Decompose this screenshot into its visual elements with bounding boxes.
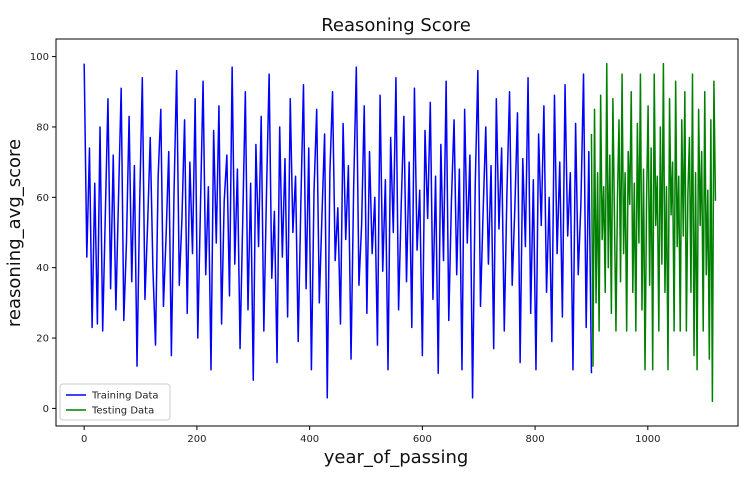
- legend: Training Data Testing Data: [59, 383, 171, 421]
- y-tick-label-5: 100: [30, 52, 49, 63]
- y-axis-label: reasoning_avg_score: [4, 139, 25, 327]
- y-tick-label-0: 0: [43, 404, 49, 415]
- chart-title: Reasoning Score: [321, 15, 471, 36]
- y-tick-label-1: 20: [36, 334, 49, 345]
- x-axis-ticks: 0 200 400 600 800 1000: [81, 426, 661, 445]
- y-tick-label-2: 40: [36, 263, 49, 274]
- legend-box: [59, 383, 171, 421]
- y-tick-label-4: 80: [36, 122, 49, 133]
- series-line-0: [83, 63, 593, 399]
- plot-frame: [55, 38, 739, 427]
- y-axis-ticks: 0 20 40 60 80 100: [30, 52, 56, 415]
- legend-label-0: Training Data: [91, 391, 159, 402]
- x-tick-label-0: 0: [81, 434, 87, 445]
- y-tick-label-3: 60: [36, 193, 49, 204]
- x-tick-label-1: 200: [187, 434, 206, 445]
- x-tick-label-2: 400: [300, 434, 319, 445]
- series-line-1: [590, 62, 717, 403]
- legend-label-1: Testing Data: [91, 406, 154, 417]
- x-tick-label-3: 600: [413, 434, 432, 445]
- x-tick-label-5: 1000: [635, 434, 660, 445]
- x-axis-label: year_of_passing: [324, 447, 469, 468]
- x-tick-label-4: 800: [526, 434, 545, 445]
- series-layer: [83, 62, 717, 403]
